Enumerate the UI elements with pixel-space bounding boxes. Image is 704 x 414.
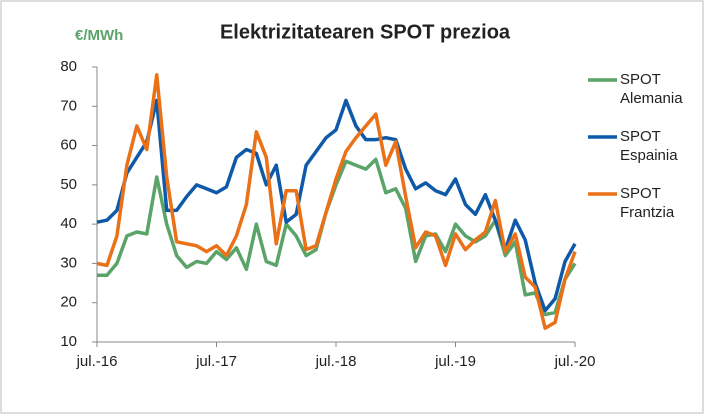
y-tick-label: 10: [60, 333, 77, 350]
series-line: [96, 73, 577, 330]
x-tick-label: jul.-20: [554, 353, 596, 370]
x-tick-label: jul.-18: [315, 353, 357, 370]
chart-title: Elektrizitatearen SPOT prezioa: [220, 21, 511, 43]
legend-label: SPOT Frantzia: [620, 185, 675, 221]
x-tick-label: jul.-17: [195, 353, 237, 370]
y-tick-label: 20: [60, 294, 77, 311]
y-tick-label: 40: [60, 215, 77, 232]
y-axis-label: €/MWh: [75, 27, 123, 44]
legend-label: SPOT Alemania: [620, 71, 683, 107]
x-tick-label: jul.-19: [434, 353, 476, 370]
y-tick-label: 80: [60, 58, 77, 75]
legend-label: SPOT Espainia: [620, 128, 678, 164]
y-tick-label: 30: [60, 254, 77, 271]
y-tick-label: 70: [60, 97, 77, 114]
series-line: [96, 98, 577, 313]
y-tick-label: 50: [60, 176, 77, 193]
y-tick-label: 60: [60, 137, 77, 154]
x-tick-label: jul.-16: [76, 353, 118, 370]
